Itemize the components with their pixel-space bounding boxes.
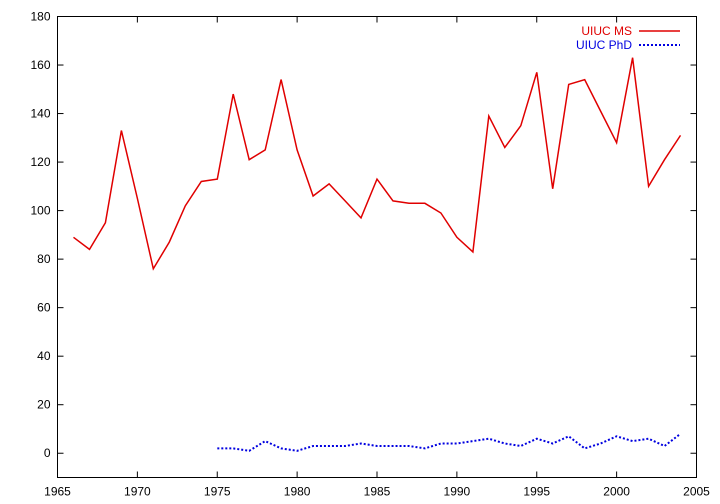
legend-label-uiuc-phd: UIUC PhD	[576, 38, 632, 52]
y-tick-label: 20	[37, 398, 51, 412]
axis-ticks: 1965 1970 1975 1980 1985 1990 1995 2000 2005 0 20 4…	[30, 10, 710, 499]
x-tick-label: 1980	[284, 485, 311, 499]
legend-label-uiuc-ms: UIUC MS	[581, 24, 632, 38]
y-tick-label: 80	[37, 252, 51, 266]
y-tick-label: 120	[30, 155, 50, 169]
series-layer	[73, 57, 682, 452]
y-tick-label: 140	[30, 107, 50, 121]
x-tick-label: 1995	[523, 485, 550, 499]
plot-frame	[57, 16, 697, 478]
x-tick-label: 2000	[603, 485, 630, 499]
series-line-uiuc-phd	[217, 433, 682, 452]
y-tick-label: 180	[30, 10, 50, 24]
x-tick-label: 2005	[683, 485, 710, 499]
y-tick-label: 160	[30, 58, 50, 72]
x-tick-label: 1965	[44, 485, 71, 499]
x-tick-label: 1975	[204, 485, 231, 499]
y-tick-label: 40	[37, 349, 51, 363]
x-tick-label: 1985	[364, 485, 391, 499]
y-tick-label: 60	[37, 301, 51, 315]
y-tick-label: 100	[30, 204, 50, 218]
x-tick-label: 1970	[124, 485, 151, 499]
y-tick-label: 0	[44, 446, 51, 460]
series-line-uiuc-ms	[73, 57, 682, 271]
x-tick-label: 1990	[444, 485, 471, 499]
